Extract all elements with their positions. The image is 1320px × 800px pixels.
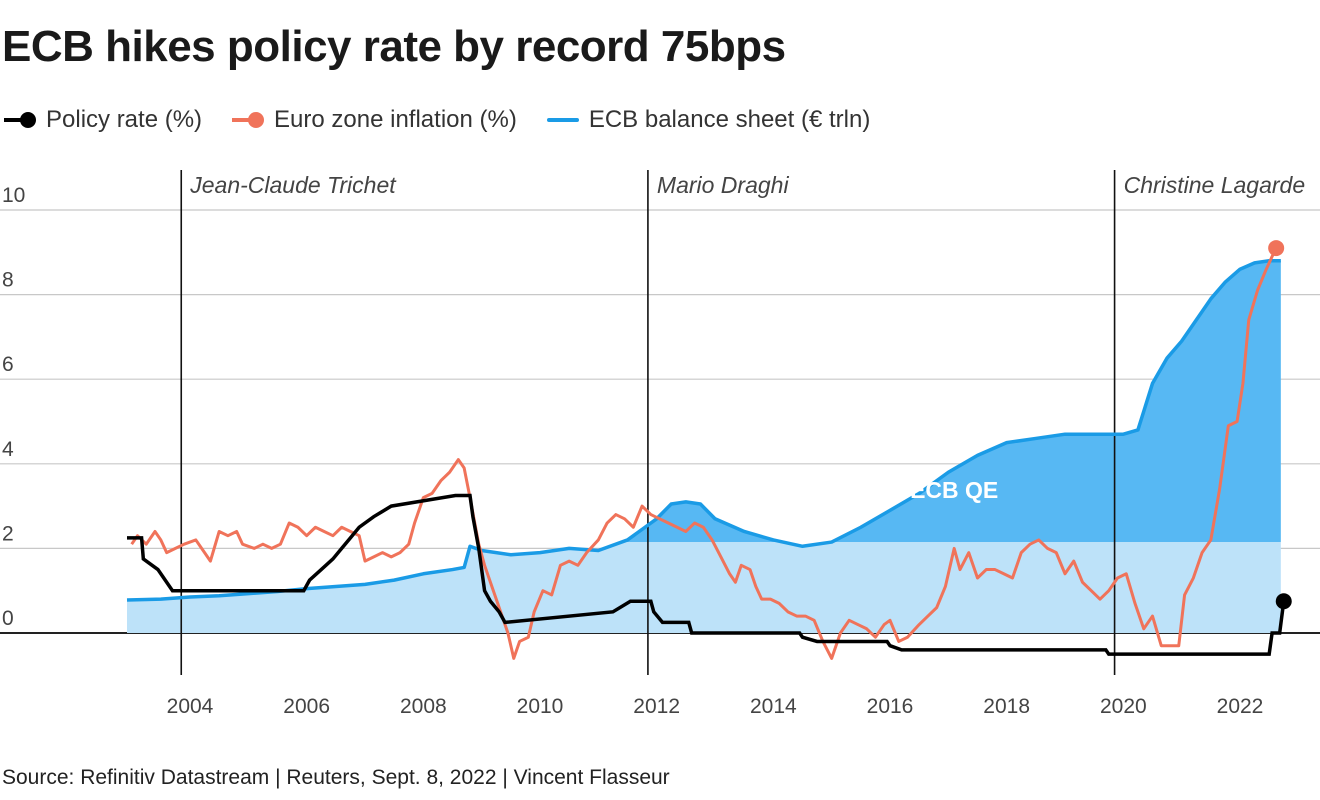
y-tick-label: 4 [2,438,14,461]
x-tick-label: 2010 [517,695,564,718]
legend-label: Policy rate (%) [46,106,203,133]
policy-rate-end-marker [1275,593,1292,610]
x-tick-label: 2008 [400,695,447,718]
era-label: Mario Draghi [657,172,790,198]
dot-line-icon [232,112,265,128]
y-tick-label: 6 [2,353,14,376]
legend-label: Euro zone inflation (%) [274,106,517,133]
balance-sheet-line [126,259,1281,602]
y-tick-label: 8 [2,269,14,292]
legend-item-balance-sheet: ECB balance sheet (€ trln) [546,106,871,134]
legend-item-inflation: Euro zone inflation (%) [232,106,517,134]
legend-item-policy-rate: Policy rate (%) [4,106,202,134]
x-tick-label: 2004 [167,695,214,718]
x-tick-label: 2020 [1100,695,1147,718]
x-tick-label: 2016 [867,695,914,718]
legend-label: ECB balance sheet (€ trln) [588,106,871,133]
chart-plot: 0 2 4 6 8 10 2004 2006 2008 2010 2012 2014 2016 2018 2… [0,170,1320,718]
inflation-line [130,247,1278,660]
y-tick-label: 2 [2,522,14,545]
dot-line-icon [4,112,36,128]
x-tick-label: 2006 [283,695,330,718]
x-tick-label: 2018 [983,695,1030,718]
y-tick-label: 0 [2,607,14,630]
y-tick-label: 10 [2,184,25,207]
x-tick-label: 2022 [1217,695,1264,718]
era-label: Jean-Claude Trichet [189,172,397,198]
source-note: Source: Refinitiv Datastream | Reuters, … [2,766,670,789]
inflation-end-marker [1268,240,1285,257]
policy-rate-line [127,493,1286,656]
era-label: Christine Lagarde [1124,172,1306,198]
x-tick-label: 2014 [750,695,797,718]
qe-label: ECB QE [910,477,998,503]
balance-sheet-area-qe [621,260,1281,543]
balance-sheet-area-base [127,542,1281,633]
line-icon [546,118,579,122]
x-tick-label: 2012 [633,695,680,718]
legend: Policy rate (%) Euro zone inflation (%) … [4,106,870,134]
chart-title: ECB hikes policy rate by record 75bps [2,22,786,71]
